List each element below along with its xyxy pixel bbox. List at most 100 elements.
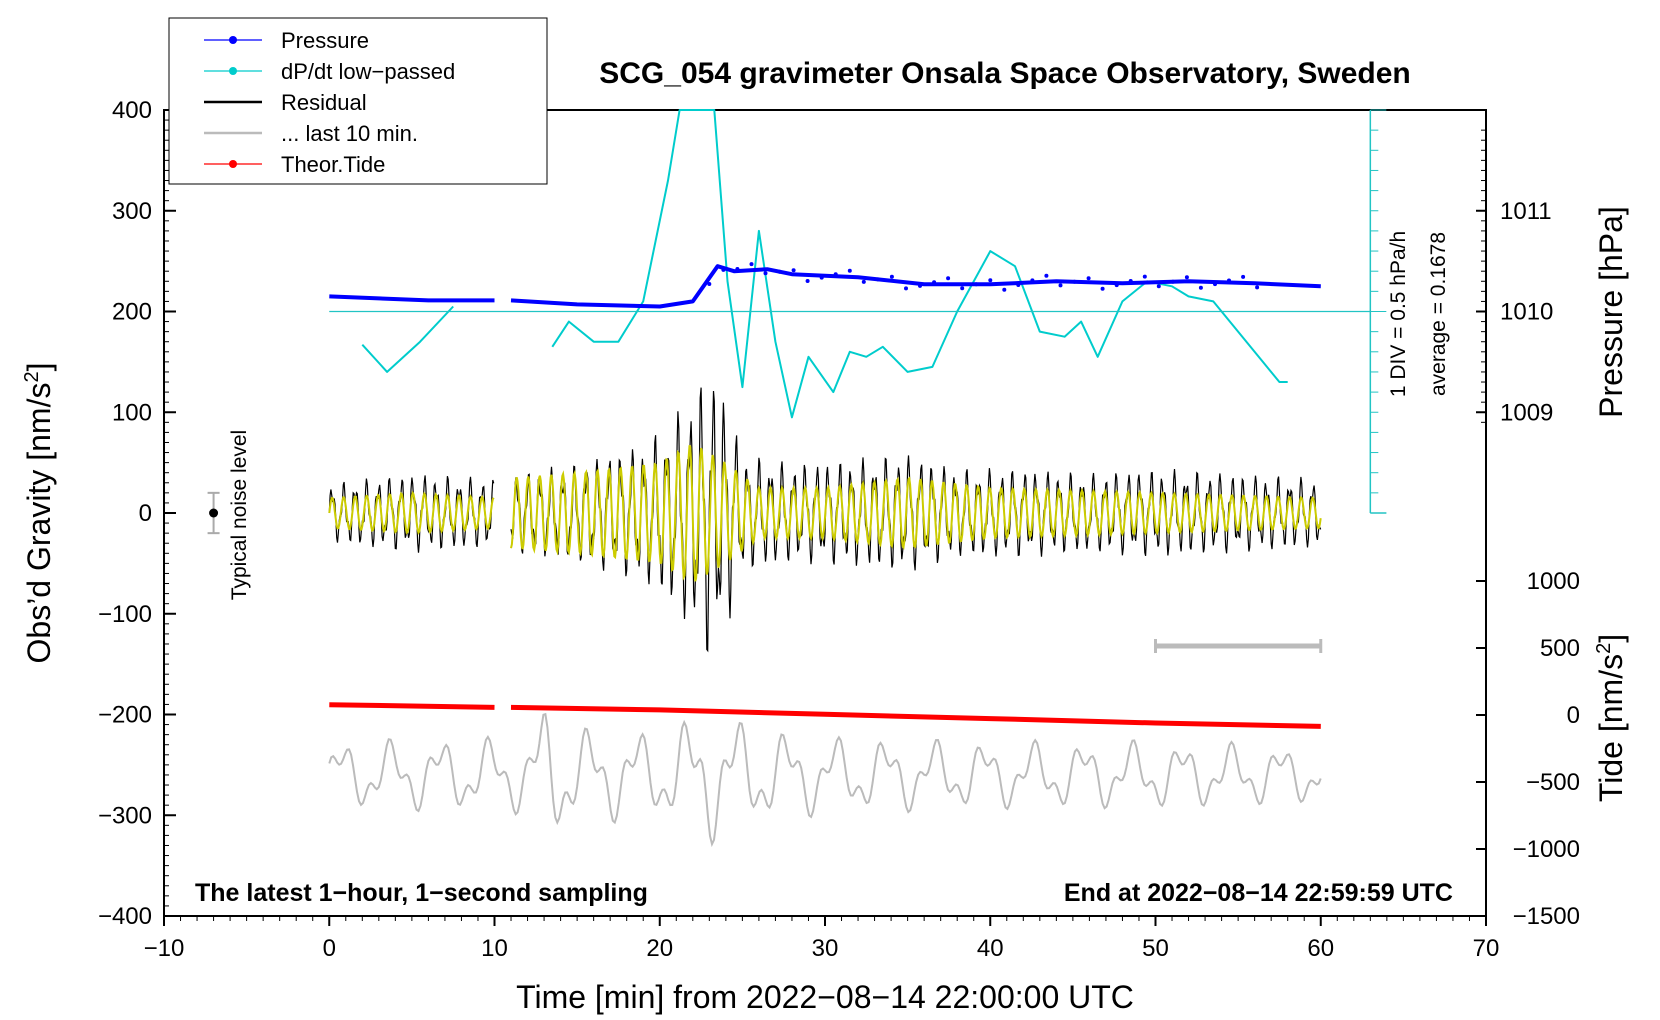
tide-tick-label: 500 (1540, 635, 1580, 662)
pressure-point (861, 279, 866, 284)
pressure-point (749, 262, 754, 267)
legend-marker (229, 67, 237, 75)
pressure-point (805, 279, 810, 283)
pressure-point (889, 274, 894, 279)
pressure-point (1128, 279, 1133, 283)
pressure-point (946, 276, 951, 281)
pressure-tick-label: 1011 (1500, 198, 1552, 225)
pressure-point (1114, 283, 1119, 288)
y-tick-label: 200 (112, 299, 152, 326)
legend-label: ... last 10 min. (281, 121, 418, 146)
y-axis-title-left: Obs’d Gravity [nm/s2] (21, 363, 57, 664)
y-axis-title-left-end: ] (21, 363, 57, 372)
y-tick-label: 300 (112, 198, 152, 225)
pressure-point (847, 268, 852, 273)
y-tick-label: −400 (98, 903, 152, 930)
series-residual-filtered-line (328, 444, 1322, 582)
y-axis-title-tide-sup: 2 (1593, 643, 1615, 654)
pressure-point (1142, 274, 1147, 279)
tide-tick-label: 1000 (1527, 568, 1580, 595)
x-tick-label: 0 (323, 935, 336, 962)
y-tick-label: −300 (98, 802, 152, 829)
pressure-point (1100, 286, 1105, 291)
dpdt-average-label: average = 0.1678 (1427, 232, 1450, 396)
x-tick-label: 20 (646, 935, 673, 962)
pressure-point (1086, 276, 1091, 281)
dpdt-scale-bar (329, 109, 1387, 514)
y-axis-title-tide: Tide [nm/s2] (1593, 634, 1629, 802)
y-tick-label: 0 (139, 500, 152, 527)
x-tick-label: 70 (1473, 935, 1500, 962)
chart-title: SCG_054 gravimeter Onsala Space Observat… (599, 57, 1411, 90)
x-tick-label: 30 (812, 935, 839, 962)
right-axes: 1011 1010 1009 1000 500 0 −500 −1000 −1500 (1476, 129, 1580, 930)
left-axis: 400 300 200 100 0 −100 −200 −300 −400 (98, 97, 176, 930)
noise-label: Typical noise level (228, 430, 251, 600)
legend-label: Residual (281, 90, 367, 115)
pressure-point (1241, 274, 1246, 279)
y-tick-label: 100 (112, 399, 152, 426)
x-tick-label: 50 (1142, 935, 1169, 962)
noise-level-bar (207, 491, 220, 535)
pressure-point (721, 267, 726, 272)
pressure-point (1016, 283, 1021, 287)
y-tick-label: 400 (112, 97, 152, 124)
pressure-point (777, 269, 782, 274)
pressure-point (1044, 273, 1049, 278)
x-axis-title: Time [min] from 2022−08−14 22:00:00 UTC (516, 979, 1134, 1015)
pressure-point (1170, 279, 1175, 284)
pressure-point (918, 283, 922, 288)
pressure-point (1072, 279, 1077, 284)
legend-marker (229, 36, 237, 44)
series-pressure-line (329, 264, 1321, 309)
tide-tick-label: −1500 (1513, 903, 1580, 930)
pressure-point (875, 277, 880, 282)
series-last10-line (328, 712, 1322, 848)
pressure-point (1198, 285, 1203, 290)
bottom-left-note: The latest 1−hour, 1−second sampling (195, 879, 648, 907)
pressure-point (833, 272, 838, 277)
pressure-point (1030, 278, 1035, 283)
x-tick-label: 60 (1307, 935, 1334, 962)
x-tick-label: 10 (481, 935, 508, 962)
bottom-right-note: End at 2022−08−14 22:59:59 UTC (1064, 879, 1453, 907)
legend-label: Theor.Tide (281, 152, 385, 177)
pressure-point (1227, 278, 1231, 283)
pressure-point (988, 278, 993, 283)
y-axis-title-tide-main: Tide [nm/s (1593, 654, 1629, 802)
bottom-axis: −10 0 10 20 30 40 50 60 70 (144, 916, 1500, 962)
pressure-point (1002, 287, 1007, 292)
y-tick-label: −100 (98, 601, 152, 628)
y-axis-title-left-main: Obs’d Gravity [nm/s (21, 383, 57, 664)
y-tick-label: −200 (98, 702, 152, 729)
legend-label: dP/dt low−passed (281, 59, 455, 84)
pressure-point (960, 286, 965, 291)
legend-marker (229, 160, 237, 168)
x-tick-label: −10 (144, 935, 185, 962)
pressure-point (707, 282, 712, 286)
pressure-tick-label: 1009 (1500, 399, 1553, 426)
y-axis-title-pressure: Pressure [hPa] (1593, 206, 1629, 418)
pressure-point (1156, 284, 1161, 289)
pressure-point (763, 271, 768, 276)
tide-tick-label: −500 (1526, 769, 1580, 796)
noise-bar-dot (209, 508, 219, 518)
pressure-point (1213, 282, 1217, 287)
pressure-point (1255, 285, 1260, 290)
series-tide-line (329, 702, 1321, 729)
legend-label: Pressure (281, 28, 369, 53)
pressure-point (819, 275, 824, 280)
pressure-point (904, 286, 908, 291)
pressure-point (1184, 275, 1189, 280)
y-axis-title-tide-end: ] (1593, 634, 1629, 643)
pressure-point (791, 268, 796, 273)
dpdt-scale-label: 1 DIV = 0.5 hPa/h (1387, 231, 1410, 397)
legend: Pressure dP/dt low−passed Residual ... last… (168, 17, 548, 185)
series-dpdt-line (361, 109, 1288, 419)
series-layer (328, 109, 1323, 848)
pressure-tick-label: 1010 (1500, 299, 1553, 326)
y-axis-title-left-sup: 2 (21, 371, 43, 382)
pressure-point (932, 280, 937, 285)
tide-tick-label: 0 (1567, 702, 1580, 729)
